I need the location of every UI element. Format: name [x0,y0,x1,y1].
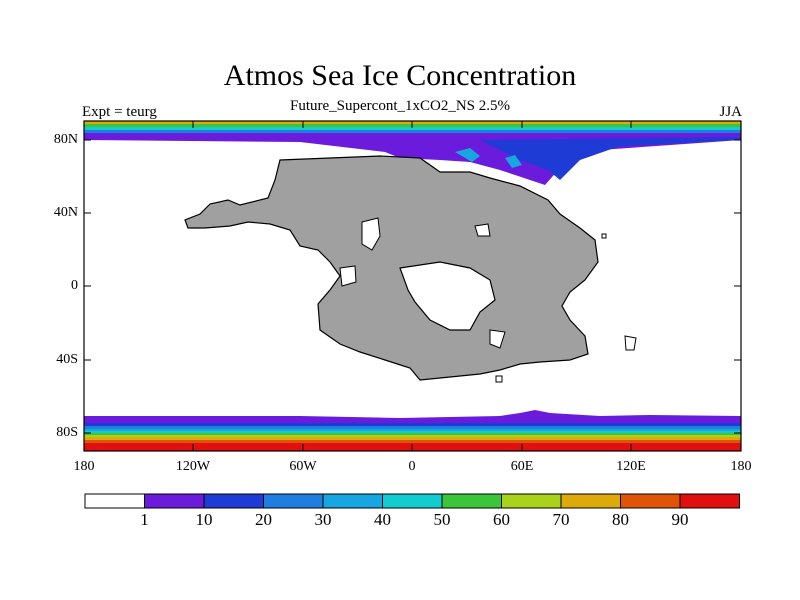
season-label: JJA [719,104,742,120]
colorbar-box [84,493,145,509]
colorbar [84,493,740,509]
colorbar-label: 40 [374,510,391,529]
colorbar-label: 30 [314,510,332,529]
colorbar-box [560,493,621,509]
colorbar-label: 10 [195,510,213,529]
lat-label-80n: 80N [53,132,78,147]
colorbar-box [322,493,383,509]
lon-label-180e: 180 [730,459,752,474]
map-title: Atmos Sea Ice Concentration [223,59,577,92]
lat-label-80s: 80S [56,425,78,440]
colorbar-box [679,493,740,509]
colorbar-box [263,493,324,509]
lon-label-120e: 120E [616,459,646,474]
antarctic-sea-ice [84,410,741,451]
colorbar-box [144,493,205,509]
colorbar-box [382,493,443,509]
colorbar-box [203,493,264,509]
map-subtitle: Future_Supercont_1xCO2_NS 2.5% [290,98,510,114]
colorbar-box [441,493,502,509]
lat-label-40s: 40S [56,352,78,367]
lon-label-60e: 60E [510,459,534,474]
colorbar-label: 60 [493,510,510,529]
colorbar-label: 80 [612,510,629,529]
lon-label-120w: 120W [175,459,211,474]
colorbar-label: 50 [433,510,451,529]
colorbar-label: 70 [552,510,570,529]
colorbar-label: 90 [671,510,689,529]
experiment-label: Expt = teurg [82,104,157,120]
lat-label-0: 0 [71,278,78,293]
lon-label-180w: 180 [73,459,95,474]
colorbar-label: 20 [255,510,272,529]
lon-label-60w: 60W [289,459,317,474]
supercontinent-land [184,155,637,383]
lat-label-40n: 40N [53,205,78,220]
colorbar-label: 1 [140,510,149,529]
colorbar-box [501,493,562,509]
colorbar-box [620,493,681,509]
lon-label-0: 0 [408,459,416,474]
axis-ticks [84,121,741,451]
